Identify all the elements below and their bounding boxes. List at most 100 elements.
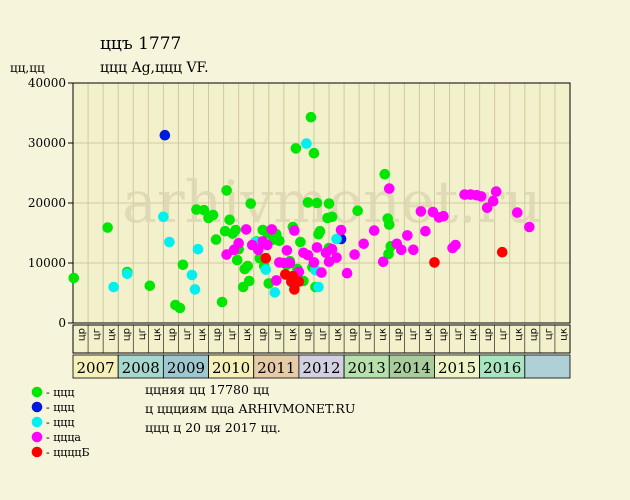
data-point <box>260 264 272 275</box>
quarter-label: цг <box>137 328 148 340</box>
quarter-label: цг <box>92 328 103 340</box>
data-point <box>289 284 300 295</box>
quarter-label: цк <box>558 328 569 341</box>
data-point <box>487 195 499 207</box>
data-point <box>144 280 156 292</box>
year-label: 2012 <box>302 359 340 377</box>
data-point <box>260 252 272 264</box>
data-point <box>233 237 244 249</box>
data-point <box>352 205 363 217</box>
data-point <box>323 198 335 209</box>
data-point <box>326 211 338 223</box>
data-point <box>524 221 535 233</box>
plot-frame <box>72 82 571 324</box>
quarter-label: цк <box>287 328 298 341</box>
data-point <box>252 244 264 256</box>
data-point <box>271 275 282 286</box>
data-point <box>198 204 210 216</box>
data-point <box>438 210 449 222</box>
legend-label: - ццца <box>46 431 81 444</box>
data-point <box>242 260 254 272</box>
y-tick-label: 10000 <box>28 256 66 270</box>
quarter-label: цг <box>363 328 374 340</box>
data-point <box>308 147 320 159</box>
data-point <box>284 257 296 269</box>
data-point <box>281 245 293 256</box>
quarter-label: цг <box>408 328 419 340</box>
data-point <box>164 236 175 248</box>
data-point <box>266 224 278 235</box>
data-point <box>326 243 338 255</box>
data-point <box>379 168 391 180</box>
footer-line: ццняя цц 17780 цц <box>145 382 269 397</box>
data-point <box>224 214 235 226</box>
quarter-label: цг <box>498 328 509 340</box>
data-point <box>269 287 281 298</box>
year-cell <box>524 354 571 379</box>
data-point <box>177 259 189 271</box>
data-point <box>383 183 395 194</box>
quarter-label: цк <box>242 328 253 341</box>
data-point <box>408 244 419 256</box>
year-label: 2008 <box>122 359 160 377</box>
quarter-label: цр <box>528 328 539 341</box>
year-label: 2007 <box>76 359 114 377</box>
chart-subtitle: ццц Ag,ццц VF. <box>100 60 209 76</box>
data-point <box>108 281 119 293</box>
data-point <box>331 233 342 245</box>
quarter-label: цр <box>77 328 88 341</box>
legend-label: - ццц <box>46 386 74 399</box>
legend-label: - ццц <box>46 416 74 429</box>
data-point <box>377 256 389 268</box>
plot-grid <box>73 83 570 323</box>
data-point <box>221 249 232 260</box>
quarter-label: цк <box>468 328 479 341</box>
footer-line: ццц ц 20 ця 2017 цц. <box>145 420 281 435</box>
data-point <box>302 249 314 261</box>
legend-marker <box>31 431 43 443</box>
year-label: 2011 <box>257 359 295 377</box>
data-point <box>396 244 407 256</box>
data-point <box>216 296 228 308</box>
data-point <box>159 129 171 141</box>
data-point <box>420 225 431 237</box>
data-point <box>429 257 440 268</box>
data-point <box>496 246 508 258</box>
data-point <box>121 268 133 280</box>
quarter-label: цр <box>483 328 494 341</box>
data-point <box>293 276 305 287</box>
data-point <box>358 238 369 250</box>
legend-label: - ццццБ <box>46 446 90 459</box>
quarter-label: цк <box>107 328 118 341</box>
data-point <box>314 225 326 237</box>
quarter-label: цг <box>182 328 193 340</box>
data-point <box>192 243 204 255</box>
data-point <box>490 186 502 197</box>
quarter-label: цр <box>122 328 133 341</box>
data-point <box>274 235 285 247</box>
data-point <box>415 206 427 217</box>
data-point <box>349 249 360 260</box>
data-point <box>302 197 314 208</box>
data-point <box>186 269 198 281</box>
data-point <box>261 239 273 251</box>
legend-marker <box>31 446 43 458</box>
year-label: 2015 <box>438 359 476 377</box>
quarter-label: цк <box>333 328 344 341</box>
data-point <box>402 230 413 241</box>
quarter-label: цр <box>302 328 313 341</box>
footer-line: ц ццциям цца ARHIVMONET.RU <box>145 401 355 416</box>
legend: - ццц - ццц - ццц - ццца - ццццБ <box>31 386 90 459</box>
data-point <box>311 242 323 253</box>
data-points <box>68 111 535 314</box>
y-axis-label: цц,цц <box>10 61 45 75</box>
data-point <box>243 275 255 287</box>
y-tick-label: 20000 <box>28 196 66 210</box>
data-point <box>308 257 320 268</box>
y-tick-label: 40000 <box>28 76 66 90</box>
data-point <box>341 267 353 279</box>
data-point <box>231 254 243 266</box>
quarter-label: цк <box>423 328 434 341</box>
